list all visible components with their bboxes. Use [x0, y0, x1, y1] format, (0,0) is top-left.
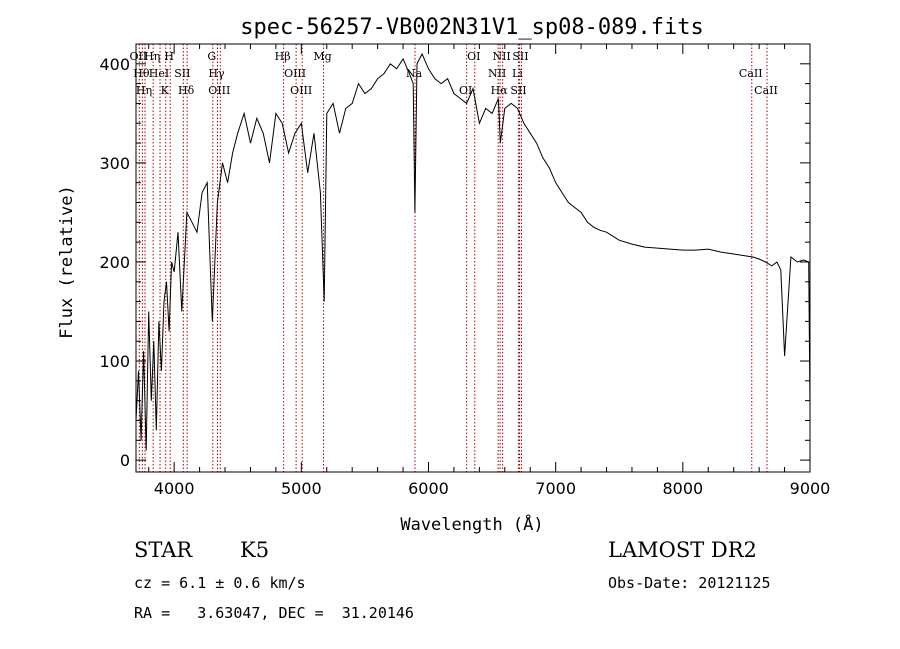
spectrum-series-line — [135, 52, 811, 451]
line-marker-label: Hη — [144, 50, 160, 63]
x-tick-label: 6000 — [408, 479, 449, 498]
line-marker-label: Hη — [136, 84, 152, 97]
line-marker-label: Li — [512, 67, 523, 80]
y-axis-ticks: 0 100 200 300 400 — [99, 55, 810, 470]
x-axis-ticks: 4000 5000 6000 7000 8000 9000 — [148, 44, 831, 498]
line-marker-label: NII — [488, 67, 506, 80]
line-marker-label: NII — [492, 50, 510, 63]
line-marker-label: OI — [459, 84, 472, 97]
y-tick-label: 100 — [99, 352, 130, 371]
line-marker-label: CaII — [739, 67, 763, 80]
line-marker-label: Hα — [491, 84, 509, 97]
emission-line-labels: OIIHθHηHηHeIKHSIIHδGHγOIIIHβOIIIOIIIMgNa… — [129, 50, 777, 97]
line-marker-label: K — [161, 84, 170, 97]
emission-line-markers — [138, 44, 768, 472]
line-marker-label: Na — [406, 67, 423, 80]
line-marker-label: H — [164, 50, 174, 63]
x-axis-label: Wavelength (Å) — [400, 513, 543, 535]
line-marker-label: SII — [174, 67, 190, 80]
line-marker-label: Hγ — [208, 67, 225, 80]
x-tick-label: 7000 — [535, 479, 576, 498]
x-tick-label: 4000 — [154, 479, 195, 498]
line-marker-label: CaII — [754, 84, 778, 97]
line-marker-label: Hβ — [275, 50, 291, 63]
line-marker-label: Mg — [313, 50, 331, 63]
y-tick-label: 300 — [99, 154, 130, 173]
line-marker-label: OI — [467, 50, 480, 63]
object-subclass: K5 — [240, 538, 270, 562]
line-marker-label: SII — [510, 84, 526, 97]
y-tick-label: 400 — [99, 55, 130, 74]
sky-coordinates: RA = 3.63047, DEC = 31.20146 — [134, 604, 414, 622]
x-tick-label: 9000 — [790, 479, 831, 498]
survey-name: LAMOST DR2 — [608, 538, 757, 562]
line-marker-label: Hδ — [178, 84, 195, 97]
chart-title: spec-56257-VB002N31V1_sp08-089.fits — [240, 15, 704, 40]
plot-frame — [135, 43, 811, 473]
x-tick-label: 5000 — [281, 479, 322, 498]
y-tick-label: 200 — [99, 253, 130, 272]
y-tick-label: 0 — [120, 451, 130, 470]
line-marker-label: HeI — [149, 67, 169, 80]
line-marker-label: Hθ — [133, 67, 150, 80]
redshift-velocity: cz = 6.1 ± 0.6 km/s — [134, 574, 306, 592]
observation-date: Obs-Date: 20121125 — [608, 574, 771, 592]
line-marker-label: SII — [512, 50, 528, 63]
line-marker-label: G — [207, 50, 216, 63]
line-marker-label: OIII — [290, 84, 312, 97]
object-class: STAR — [134, 538, 193, 562]
x-tick-label: 8000 — [662, 479, 703, 498]
y-axis-label: Flux (relative) — [57, 185, 77, 339]
line-marker-label: OII — [129, 50, 147, 63]
line-marker-label: OIII — [284, 67, 306, 80]
line-marker-label: OIII — [208, 84, 230, 97]
